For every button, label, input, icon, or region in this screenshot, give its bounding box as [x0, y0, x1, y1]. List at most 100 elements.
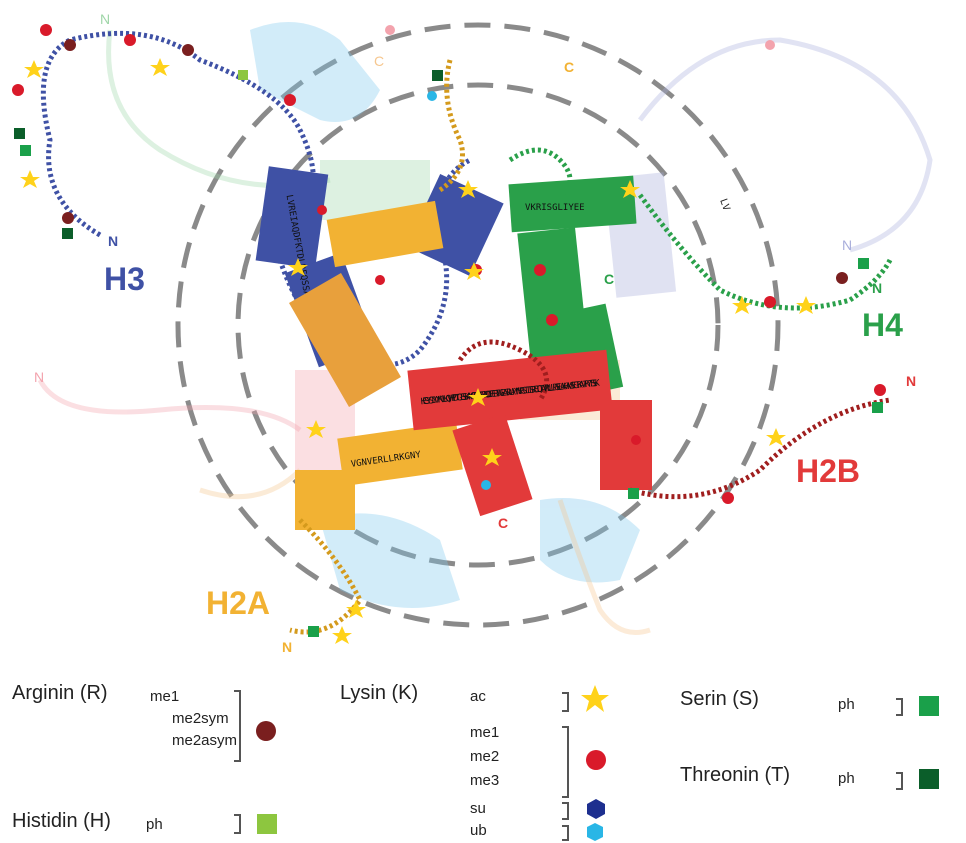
h3-helix-3 — [406, 173, 504, 277]
legend-threonine-label: Threonin (T) — [680, 764, 791, 786]
lysine-ac-star — [796, 296, 816, 314]
legend-histidine-label: Histidin (H) — [12, 810, 111, 832]
h2a-helix-2 — [289, 273, 401, 407]
faded-blue-structure-top — [250, 22, 380, 122]
lysine-me-marker — [874, 384, 886, 396]
lysine-ac-star — [20, 170, 40, 188]
legend-lysine-ub: ub — [470, 822, 487, 839]
serine-marker — [628, 488, 639, 499]
histidine-marker — [238, 70, 248, 80]
dna-outer-circle — [175, 22, 781, 628]
lysine-me-marker — [546, 314, 558, 326]
lysine-me-marker — [385, 25, 395, 35]
h2a-label: H2A — [206, 585, 270, 621]
dna-inner-circle — [235, 82, 721, 568]
h2b-tail — [629, 397, 891, 500]
acetylation-stars — [20, 58, 816, 644]
serine-marker — [858, 258, 869, 269]
faded-h4-tail — [638, 37, 933, 253]
legend-serine-bracket — [896, 698, 903, 716]
lysine-me-marker — [764, 296, 776, 308]
lysine-ac-star — [464, 262, 484, 280]
legend-lysine-ub-bracket — [562, 825, 569, 841]
threonine-marker — [432, 70, 443, 81]
faded-blue-structure-right — [540, 498, 640, 583]
ubiquitin-marker — [427, 91, 437, 101]
h3-n-terminal: N — [108, 233, 118, 249]
h4-helix-1 — [508, 175, 637, 233]
h2a-helix-4 — [295, 470, 355, 530]
threonine-square-icon — [919, 769, 939, 789]
legend-lysine-ac-bracket — [562, 692, 569, 712]
h2b-helix-2 — [452, 413, 533, 517]
arginine-marker — [64, 39, 76, 51]
h2b-helix-1 — [407, 349, 613, 431]
legend-lysine-label: Lysin (K) — [340, 682, 419, 704]
lysine-ac-star — [346, 600, 366, 618]
h4-faded-n-terminal: N — [842, 237, 852, 253]
h2a-c-terminal: C — [564, 59, 574, 75]
serine-marker — [308, 626, 319, 637]
legend-lysine-me3: me3 — [470, 772, 500, 789]
arginine-circle-icon — [256, 721, 276, 741]
faded-h2a-tail — [199, 468, 302, 500]
modification-markers — [12, 24, 886, 637]
lysine-ac-star — [458, 180, 478, 198]
lysine-me-marker — [12, 84, 24, 96]
serine-marker — [20, 145, 31, 156]
legend-arginine-me1: me1 — [150, 688, 180, 705]
lysine-ac-star — [288, 258, 308, 276]
serine-marker — [872, 402, 883, 413]
threonine-marker — [62, 228, 73, 239]
h3-helix-1 — [255, 166, 329, 269]
legend-serine-ph: ph — [838, 696, 855, 713]
lysine-me-circle-icon — [586, 750, 606, 770]
faded-tails — [37, 29, 933, 635]
faded-h2b-tail — [37, 378, 302, 433]
h3-label: H3 — [104, 261, 145, 297]
faded-blue-structure-bottom — [320, 513, 460, 608]
lysine-ac-star — [620, 180, 640, 198]
modification-legend: Arginin (R) me1 me2sym me2asym Histidin … — [0, 660, 966, 843]
legend-lysine-su-bracket — [562, 802, 569, 820]
h2b-label: H2B — [796, 453, 860, 489]
terminal-labels: N N N N C N C C N N C — [34, 11, 916, 655]
lysine-me-marker — [631, 435, 641, 445]
h2b-helix-3 — [600, 400, 652, 490]
ubiquitin-marker — [481, 480, 491, 490]
h2a-helix-1 — [326, 200, 444, 268]
legend-histidine-ph: ph — [146, 816, 163, 833]
legend-arginine-bracket — [234, 690, 241, 762]
lysine-me-marker — [765, 40, 775, 50]
lysine-ac-star — [766, 428, 786, 446]
lysine-ac-star-icon — [581, 685, 609, 712]
lysine-ac-star — [732, 296, 752, 314]
legend-lysine-me1: me1 — [470, 724, 500, 741]
h3-tail — [40, 30, 316, 238]
h2b-n-terminal: N — [906, 373, 916, 389]
h4-c-terminal: C — [604, 271, 614, 287]
legend-lysine-su: su — [470, 800, 486, 817]
lysine-me-marker — [722, 492, 734, 504]
legend-threonine-bracket — [896, 772, 903, 790]
legend-serine-label: Serin (S) — [680, 688, 759, 710]
histidine-square-icon — [257, 814, 277, 834]
legend-arginine-me2asym: me2asym — [172, 732, 238, 749]
h2a-structure: VGNVERLLRKGNY — [289, 59, 465, 635]
h2a-faded-c-terminal: C — [374, 53, 384, 69]
legend-arginine-label: Arginin (R) — [12, 682, 108, 704]
arginine-marker — [182, 44, 194, 56]
h4-label: H4 — [862, 307, 903, 343]
h4-loop — [508, 147, 573, 202]
h3-faded-n-terminal: N — [100, 11, 110, 27]
arginine-marker — [836, 272, 848, 284]
lysine-me-marker — [284, 94, 296, 106]
legend-lysine-me2: me2 — [470, 748, 500, 765]
legend-arginine-me2sym: me2sym — [172, 710, 229, 727]
lysine-ac-star — [150, 58, 170, 76]
h2a-helix-3 — [337, 421, 463, 487]
h2a-loop — [438, 59, 465, 193]
arginine-marker — [62, 212, 74, 224]
dna-gyres — [175, 22, 781, 628]
lysine-me-marker — [317, 205, 327, 215]
